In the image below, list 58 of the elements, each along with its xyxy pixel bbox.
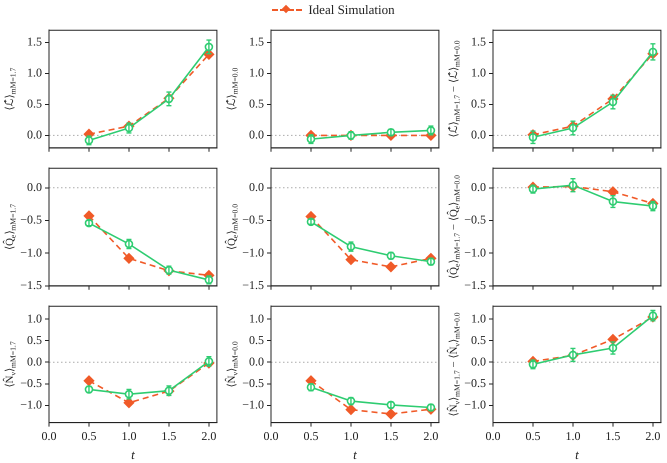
y-tick-label: 0.0 (249, 180, 264, 194)
y-tick-label: 1.0 (471, 66, 486, 80)
x-axis-title: t (575, 446, 580, 462)
y-tick-label: 1.0 (27, 311, 42, 326)
x-tick-label: 1.5 (383, 428, 398, 443)
y-tick-label: 0.5 (249, 332, 264, 347)
x-tick-label: 1.0 (343, 428, 358, 443)
x-tick-label: 0.5 (303, 428, 318, 443)
y-tick-label: −1.0 (242, 398, 264, 412)
y-tick-label: 1.0 (249, 66, 264, 80)
x-tick-label: 0.0 (42, 428, 56, 443)
legend-label: Ideal Simulation (308, 2, 395, 18)
y-tick-label: 0.0 (27, 128, 42, 142)
x-tick-label: 1.0 (565, 428, 580, 443)
x-tick-label: 0.0 (264, 428, 278, 443)
y-tick-label: 1.0 (27, 66, 42, 80)
y-tick-label: 0.0 (471, 128, 486, 142)
y-tick-label: 1.5 (27, 34, 42, 49)
x-tick-label: 0.5 (525, 428, 540, 443)
y-tick-label: 0.0 (27, 354, 42, 368)
y-tick-label: −1.0 (464, 398, 486, 412)
y-tick-label: −1.0 (242, 245, 264, 260)
y-tick-label: −0.5 (242, 376, 264, 390)
y-tick-label: −1.0 (20, 398, 42, 412)
x-tick-label: 2.0 (201, 428, 216, 443)
y-tick-label: 0.5 (249, 96, 264, 111)
y-tick-label: −0.5 (20, 376, 42, 390)
y-tick-label: 1.5 (471, 34, 486, 49)
y-tick-label: −0.5 (464, 212, 486, 227)
x-axis-title: t (131, 446, 136, 462)
y-tick-label: 0.5 (27, 332, 42, 347)
y-tick-label: 1.0 (471, 311, 486, 326)
y-tick-label: −1.0 (20, 245, 42, 260)
y-tick-label: 0.0 (249, 128, 264, 142)
y-tick-label: −0.5 (242, 212, 264, 227)
y-tick-label: 0.5 (471, 332, 486, 347)
y-tick-label: −0.5 (464, 376, 486, 390)
x-axis-title: t (353, 446, 358, 462)
y-tick-label: 0.0 (27, 180, 42, 194)
x-tick-label: 1.0 (121, 428, 136, 443)
y-tick-label: −1.5 (242, 278, 264, 292)
y-tick-label: 1.0 (249, 311, 264, 326)
x-tick-label: 0.0 (486, 428, 500, 443)
y-tick-label: −0.5 (20, 212, 42, 227)
y-tick-label: 0.5 (27, 96, 42, 111)
y-tick-label: 0.5 (471, 96, 486, 111)
x-tick-label: 2.0 (645, 428, 660, 443)
y-tick-label: −1.5 (20, 278, 42, 292)
y-tick-label: 0.0 (471, 354, 486, 368)
x-tick-label: 1.5 (161, 428, 176, 443)
x-tick-label: 0.5 (81, 428, 96, 443)
y-tick-label: −1.0 (464, 245, 486, 260)
x-tick-label: 1.5 (605, 428, 620, 443)
y-tick-label: 0.0 (249, 354, 264, 368)
y-tick-label: 0.0 (471, 180, 486, 194)
y-tick-label: −1.5 (464, 278, 486, 292)
y-tick-label: 1.5 (249, 34, 264, 49)
x-tick-label: 2.0 (423, 428, 438, 443)
